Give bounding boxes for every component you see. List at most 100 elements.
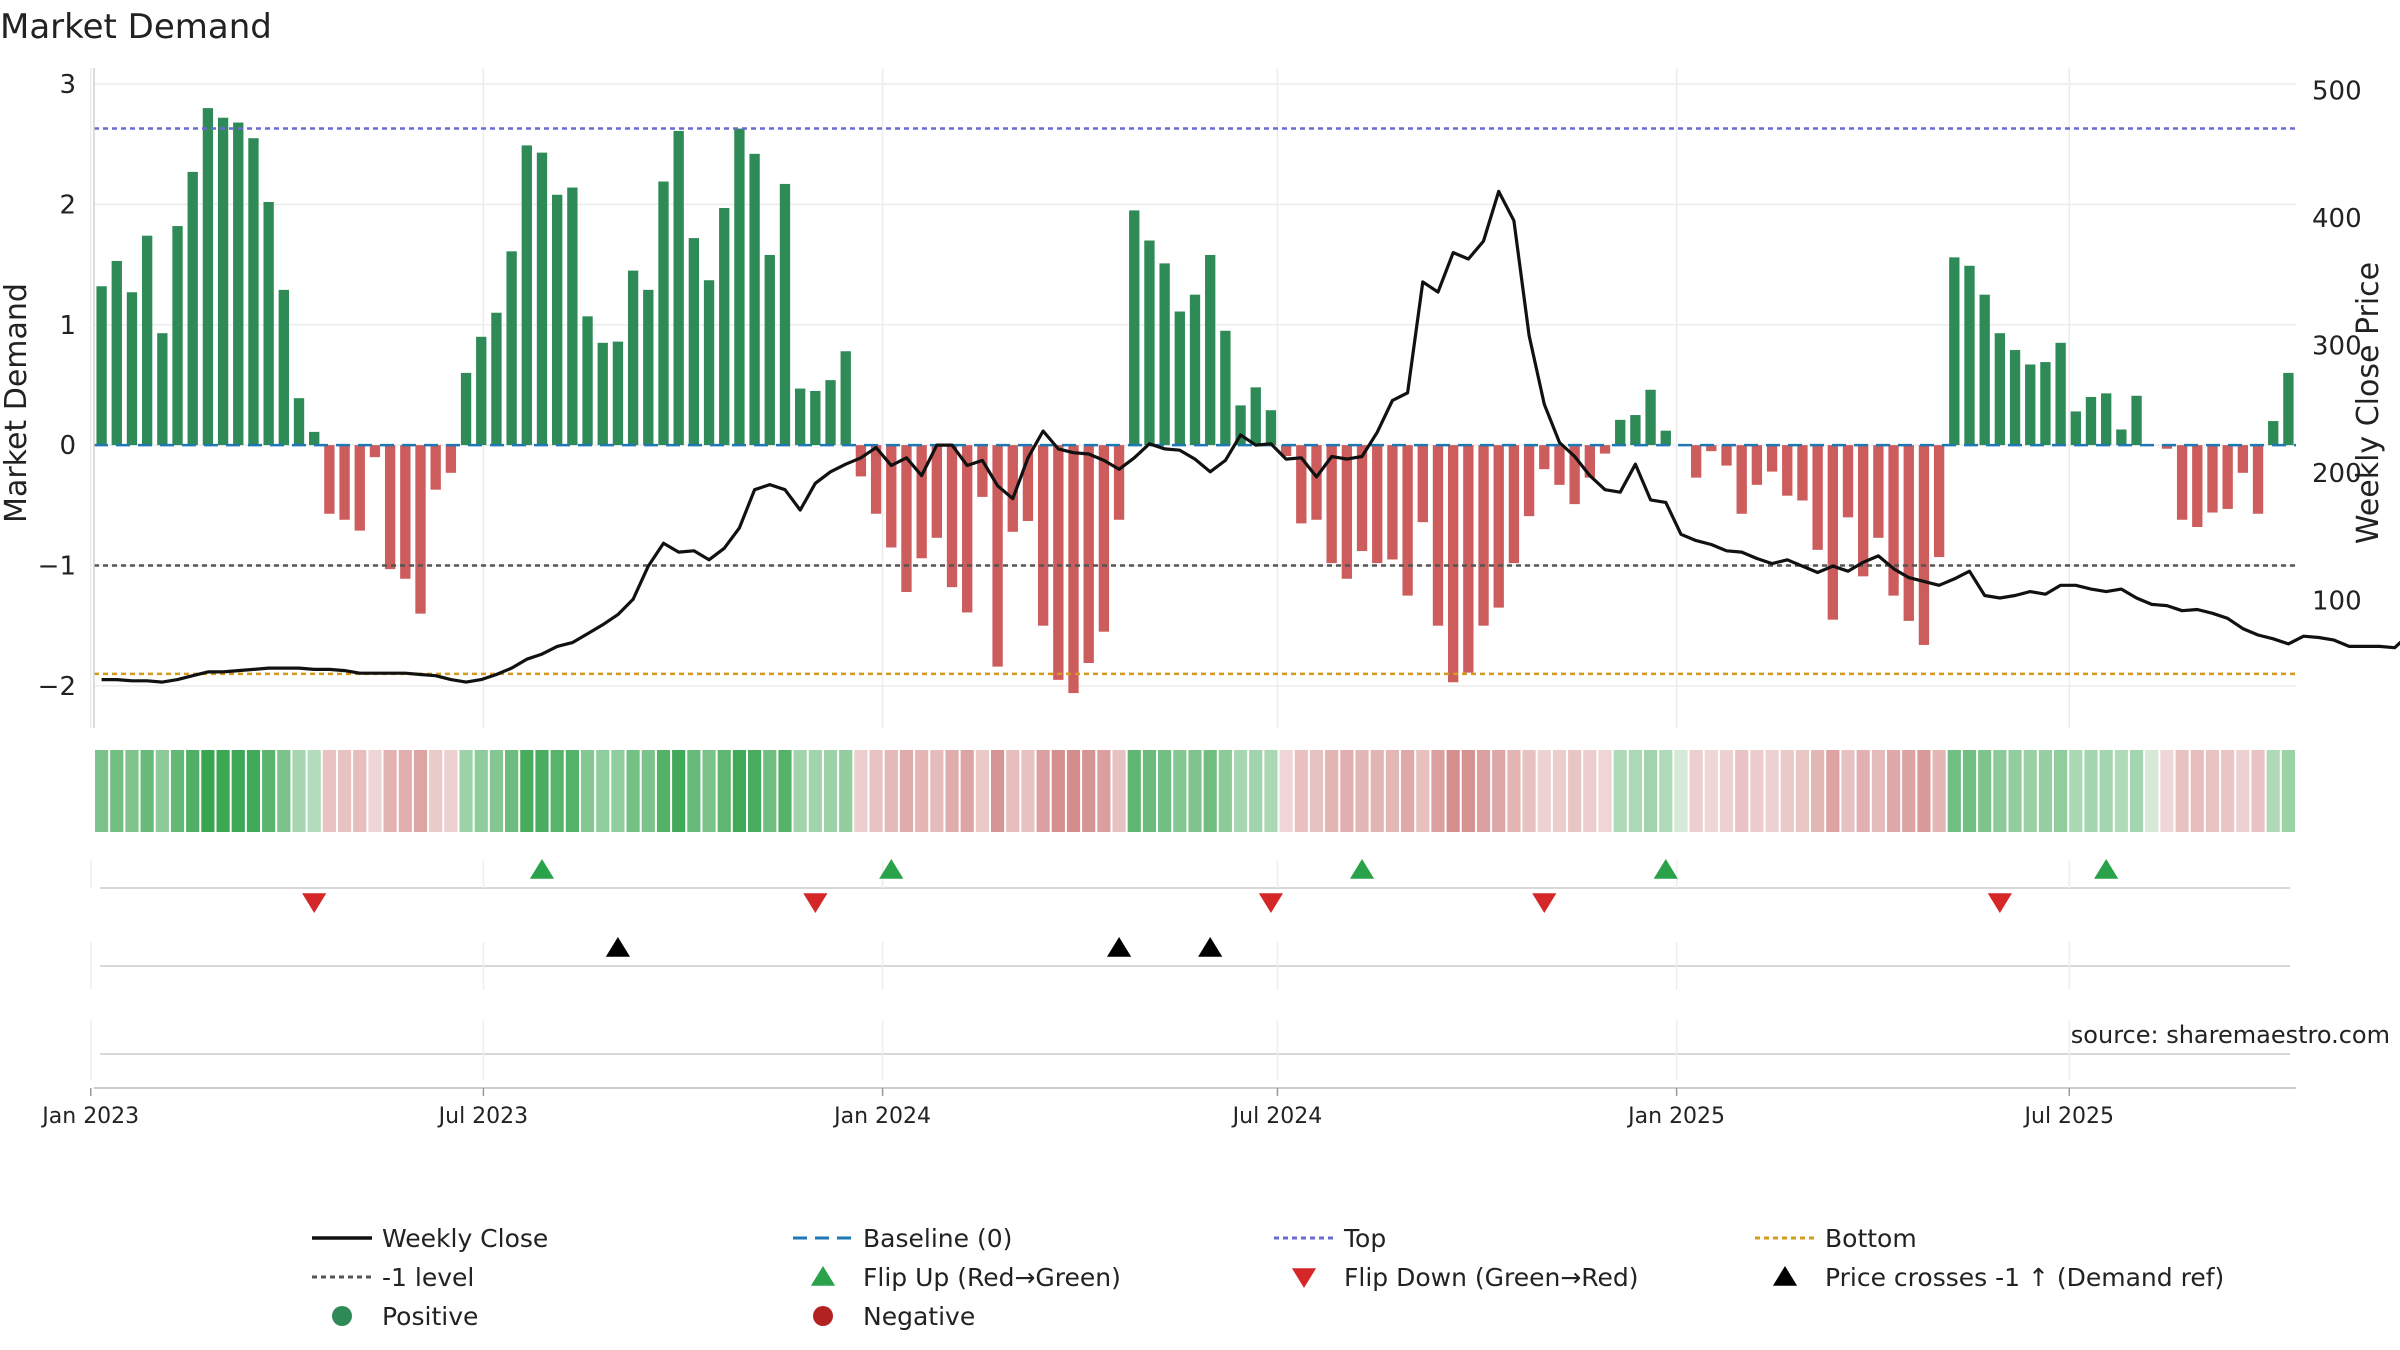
heat-cell <box>1097 750 1111 832</box>
flip-up-marker <box>2094 859 2119 879</box>
heat-cell <box>975 750 989 832</box>
legend: Weekly Close Baseline (0) Top Bottom -1 leve… <box>312 1224 2224 1331</box>
heat-cell <box>444 750 458 832</box>
demand-bar <box>1797 445 1808 501</box>
demand-bar <box>430 445 441 490</box>
demand-bar <box>2222 445 2233 509</box>
demand-bar <box>506 251 517 446</box>
heat-cell <box>2281 750 2295 832</box>
chart-title: Market Demand <box>0 7 272 47</box>
x-tick-label: Jul 2025 <box>2023 1104 2115 1129</box>
demand-bar <box>2252 445 2264 514</box>
heat-cell <box>763 750 777 832</box>
demand-bar <box>1508 445 1520 564</box>
demand-bar <box>1827 445 1838 620</box>
flip-down-marker <box>1987 893 2012 913</box>
demand-bar <box>339 445 350 520</box>
heat-cell <box>1598 750 1612 832</box>
demand-bar <box>1189 294 1201 446</box>
heat-cell <box>1780 750 1794 832</box>
demand-heat-strip <box>95 750 2295 832</box>
heat-cell <box>1218 750 1232 832</box>
y-right-tick-label: 100 <box>2312 587 2362 617</box>
y-right-axis-label: Weekly Close Price <box>2351 262 2386 544</box>
demand-bar <box>703 280 715 446</box>
heat-cell <box>2266 750 2280 832</box>
demand-bar <box>1053 445 1064 680</box>
heat-cell <box>2236 750 2250 832</box>
heat-cell <box>1355 750 1369 832</box>
demand-bar <box>688 238 700 446</box>
heat-cell <box>884 750 898 832</box>
heat-cell <box>2099 750 2113 832</box>
legend-swatch-dot <box>332 1306 352 1326</box>
heat-cell <box>2069 750 2083 832</box>
heat-cell <box>1719 750 1734 832</box>
demand-bar <box>1159 263 1170 446</box>
demand-bar <box>1280 445 1292 456</box>
heat-cell <box>580 750 595 832</box>
heat-cell <box>1902 750 1916 832</box>
heat-cell <box>2175 750 2189 832</box>
demand-bar <box>1554 445 1565 485</box>
demand-bar <box>1311 445 1322 520</box>
heat-cell <box>778 750 792 832</box>
demand-bar <box>673 130 684 446</box>
heat-cell <box>246 750 261 832</box>
demand-bar <box>384 445 396 570</box>
demand-bar <box>810 390 821 446</box>
demand-bar <box>1873 445 1884 538</box>
demand-bar <box>1599 445 1611 454</box>
demand-bar <box>1022 445 1034 521</box>
heat-cell <box>1233 750 1248 832</box>
legend-label: Flip Up (Red→Green) <box>863 1263 1121 1292</box>
heat-cell <box>2251 750 2265 832</box>
legend-label: Weekly Close <box>382 1224 548 1253</box>
heat-cell <box>1795 750 1810 832</box>
price-cross-marker <box>1198 937 1223 957</box>
heat-cell <box>2190 750 2204 832</box>
heat-cell <box>2054 750 2068 832</box>
heat-cell <box>1173 750 1187 832</box>
legend-swatch-triangle-down <box>1291 1268 1317 1288</box>
heat-cell <box>1568 750 1582 832</box>
heat-cell <box>155 750 169 832</box>
demand-bar <box>1523 445 1535 517</box>
legend-label: Negative <box>863 1302 975 1331</box>
demand-bar <box>1387 445 1398 560</box>
heat-cell <box>1021 750 1035 832</box>
demand-bar <box>2055 342 2066 446</box>
price-cross-marker <box>605 937 631 957</box>
demand-bar <box>1584 445 1596 478</box>
heat-cell <box>1659 750 1673 832</box>
y-right-tick-label: 500 <box>2312 77 2362 107</box>
demand-bar <box>719 208 730 446</box>
heat-cell <box>383 750 397 832</box>
heat-cell <box>1112 750 1126 832</box>
heat-cell <box>899 750 914 832</box>
heat-cell <box>1294 750 1308 832</box>
demand-bar <box>1493 445 1504 608</box>
demand-bar <box>2101 393 2112 446</box>
heat-cell <box>1704 750 1718 832</box>
demand-bar <box>278 289 289 446</box>
heat-cell <box>1431 750 1445 832</box>
weekly-close-layer <box>101 189 2400 684</box>
heat-cell <box>656 750 671 832</box>
demand-bar <box>2176 445 2188 520</box>
heat-cell <box>1051 750 1065 832</box>
demand-bar <box>1463 445 1474 673</box>
heat-cell <box>1279 750 1293 832</box>
y-right-tick-label: 400 <box>2312 204 2362 234</box>
heat-cell <box>1978 750 1992 832</box>
heat-cell <box>1036 750 1050 832</box>
legend-label: Top <box>1343 1224 1386 1253</box>
axes-layer: −2 −1 0 1 2 3 100 200 300 400 500 Market Demand Week… <box>0 68 2386 728</box>
demand-bar <box>1432 445 1444 626</box>
source-label: source: sharemaestro.com <box>2071 1021 2390 1049</box>
heat-cell <box>110 750 124 832</box>
demand-bar <box>1964 265 1975 446</box>
demand-bar <box>627 270 639 446</box>
heat-cell <box>1917 750 1931 832</box>
demand-bar <box>931 445 942 538</box>
